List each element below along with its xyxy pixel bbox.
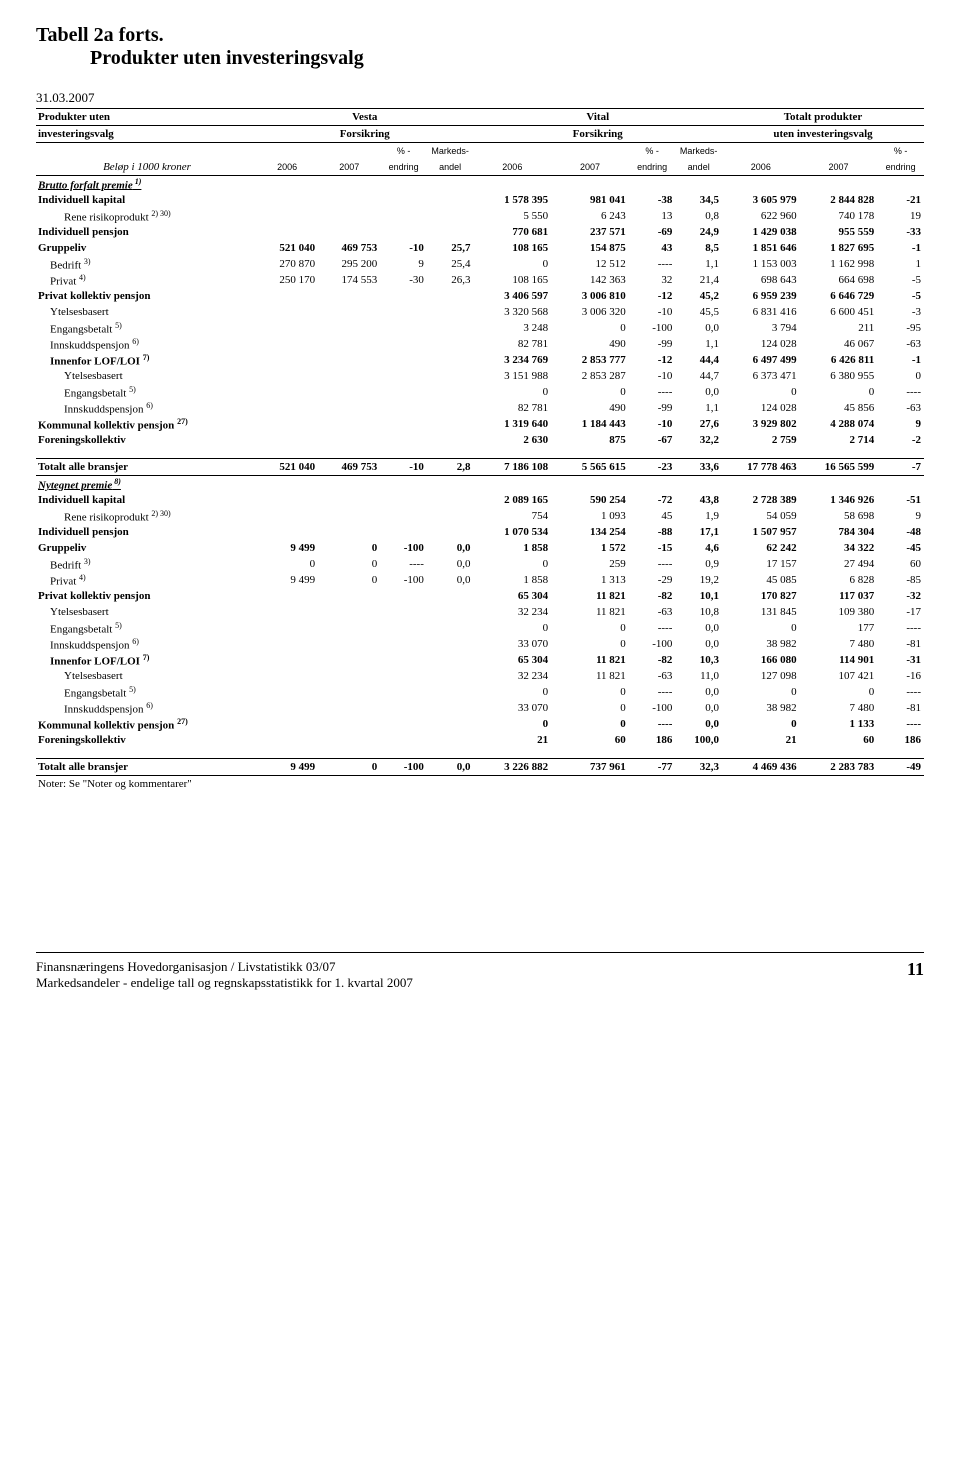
table-row: Engangsbetalt 5)00----0,000----: [36, 384, 924, 400]
table-row: Individuell pensjon1 070 534134 254-8817…: [36, 524, 924, 540]
footer-line2: Markedsandeler - endelige tall og regnsk…: [36, 975, 413, 991]
table-row: Engangsbetalt 5)00----0,00177----: [36, 620, 924, 636]
as-of-date: 31.03.2007: [36, 90, 924, 106]
footer-text: Finansnæringens Hovedorganisasjon / Livs…: [36, 959, 413, 991]
table-subtitle: Produkter uten investeringsvalg: [36, 47, 924, 70]
table-row: Ytelsesbasert3 151 9882 853 287-1044,76 …: [36, 368, 924, 384]
table-row: Innenfor LOF/LOI 7)65 30411 821-8210,316…: [36, 652, 924, 668]
table-row: investeringsvalgForsikringForsikringuten…: [36, 126, 924, 143]
table-title: Tabell 2a forts.: [36, 24, 924, 47]
table-row: Ytelsesbasert32 23411 821-6310,8131 8451…: [36, 604, 924, 620]
table-row: Innenfor LOF/LOI 7)3 234 7692 853 777-12…: [36, 352, 924, 368]
table-row: Individuell kapital1 578 395981 041-3834…: [36, 192, 924, 208]
table-row: Totalt alle bransjer9 4990-1000,03 226 8…: [36, 759, 924, 776]
table-row: Noter: Se "Noter og kommentarer": [36, 776, 924, 793]
table-row: Totalt alle bransjer521 040469 753-102,8…: [36, 459, 924, 476]
table-row: Beløp i 1000 kroner20062007endringandel2…: [36, 159, 924, 176]
document-page: Tabell 2a forts. Produkter uten invester…: [0, 0, 960, 1015]
table-row: Privat 4)250 170174 553-3026,3108 165142…: [36, 272, 924, 288]
table-row: Innskuddspensjon 6)33 0700-1000,038 9827…: [36, 636, 924, 652]
footer-page-number: 11: [907, 959, 924, 991]
table-row: Foreningskollektiv2160186100,02160186: [36, 732, 924, 748]
table-row: Innskuddspensjon 6)33 0700-1000,038 9827…: [36, 700, 924, 716]
table-row: Innskuddspensjon 6)82 781490-991,1124 02…: [36, 336, 924, 352]
table-row: Bedrift 3)00----0,00259----0,917 15727 4…: [36, 556, 924, 572]
table-row: [36, 448, 924, 459]
table-row: Privat kollektiv pensjon65 30411 821-821…: [36, 588, 924, 604]
table-row: Engangsbetalt 5)00----0,000----: [36, 684, 924, 700]
table-row: Rene risikoprodukt 2) 30)7541 093451,954…: [36, 508, 924, 524]
table-row: Gruppeliv9 4990-1000,01 8581 572-154,662…: [36, 540, 924, 556]
table-row: % -Markeds-% -Markeds-% -: [36, 143, 924, 160]
table-row: Kommunal kollektiv pensjon 27)00----0,00…: [36, 716, 924, 732]
table-row: Engangsbetalt 5)3 2480-1000,03 794211-95: [36, 320, 924, 336]
table-row: Bedrift 3)270 870295 200925,4012 512----…: [36, 256, 924, 272]
footer-line1: Finansnæringens Hovedorganisasjon / Livs…: [36, 959, 413, 975]
table-row: Nytegnet premie 8): [36, 476, 924, 493]
table-row: Brutto forfalt premie 1): [36, 176, 924, 193]
title-block: Tabell 2a forts. Produkter uten invester…: [36, 24, 924, 70]
table-row: Foreningskollektiv2 630875-6732,22 7592 …: [36, 432, 924, 448]
table-row: Ytelsesbasert3 320 5683 006 320-1045,56 …: [36, 304, 924, 320]
data-table: Produkter utenVestaVitalTotalt produkter…: [36, 108, 924, 792]
table-row: Ytelsesbasert32 23411 821-6311,0127 0981…: [36, 668, 924, 684]
table-row: Innskuddspensjon 6)82 781490-991,1124 02…: [36, 400, 924, 416]
table-row: Rene risikoprodukt 2) 30)5 5506 243130,8…: [36, 208, 924, 224]
table-row: Individuell pensjon770 681237 571-6924,9…: [36, 224, 924, 240]
table-row: Kommunal kollektiv pensjon 27)1 319 6401…: [36, 416, 924, 432]
table-row: Privat 4)9 4990-1000,01 8581 313-2919,24…: [36, 572, 924, 588]
table-row: Produkter utenVestaVitalTotalt produkter: [36, 109, 924, 126]
table-row: [36, 748, 924, 759]
page-footer: Finansnæringens Hovedorganisasjon / Livs…: [36, 952, 924, 991]
table-row: Gruppeliv521 040469 753-1025,7108 165154…: [36, 240, 924, 256]
table-row: Individuell kapital2 089 165590 254-7243…: [36, 492, 924, 508]
table-row: Privat kollektiv pensjon3 406 5973 006 8…: [36, 288, 924, 304]
